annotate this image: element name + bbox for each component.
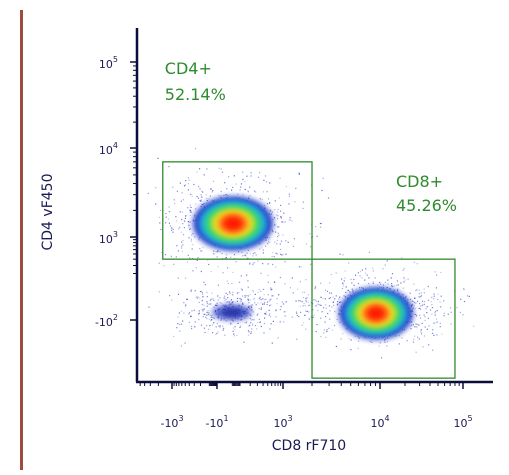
gate-1-rect xyxy=(162,161,313,260)
y-tick-labels: 105 104 103 -102 xyxy=(95,55,137,329)
x-axis-title: CD8 rF710 xyxy=(272,438,346,454)
y-tick-label: 105 xyxy=(99,55,118,71)
density-clusters xyxy=(193,196,413,340)
gate-1-percent: 52.14% xyxy=(165,85,226,104)
x-tick-label: -103 xyxy=(160,414,183,430)
x-tick-labels: -103 -101 103 104 105 xyxy=(160,382,473,430)
x-tick-label: 105 xyxy=(453,414,472,430)
gate-2-name: CD8+ xyxy=(396,172,443,191)
x-tick-label: 103 xyxy=(273,414,292,430)
left-accent-bar xyxy=(20,10,23,470)
minor-ticks xyxy=(133,65,460,386)
dn-density xyxy=(212,304,252,321)
dn-event-dots xyxy=(158,271,321,347)
y-axis-title: CD4 vF450 xyxy=(40,174,56,251)
cd8-density xyxy=(339,287,413,340)
cd4-density xyxy=(193,196,273,251)
gate-1-name: CD4+ xyxy=(165,59,212,78)
axes: -103 -101 103 104 105 105 104 103 -102 xyxy=(95,28,493,430)
gate-2-rect xyxy=(311,258,456,379)
y-tick-label: -102 xyxy=(95,313,118,329)
x-tick-label: 104 xyxy=(370,414,389,430)
gate-2-percent: 45.26% xyxy=(396,196,457,215)
axes-frame xyxy=(135,28,493,384)
y-tick-label: 103 xyxy=(99,230,118,246)
y-tick-label: 104 xyxy=(99,141,118,157)
x-tick-label: -101 xyxy=(205,414,228,430)
gates: CD4+ 52.14% CD8+ 45.26% xyxy=(162,59,457,379)
